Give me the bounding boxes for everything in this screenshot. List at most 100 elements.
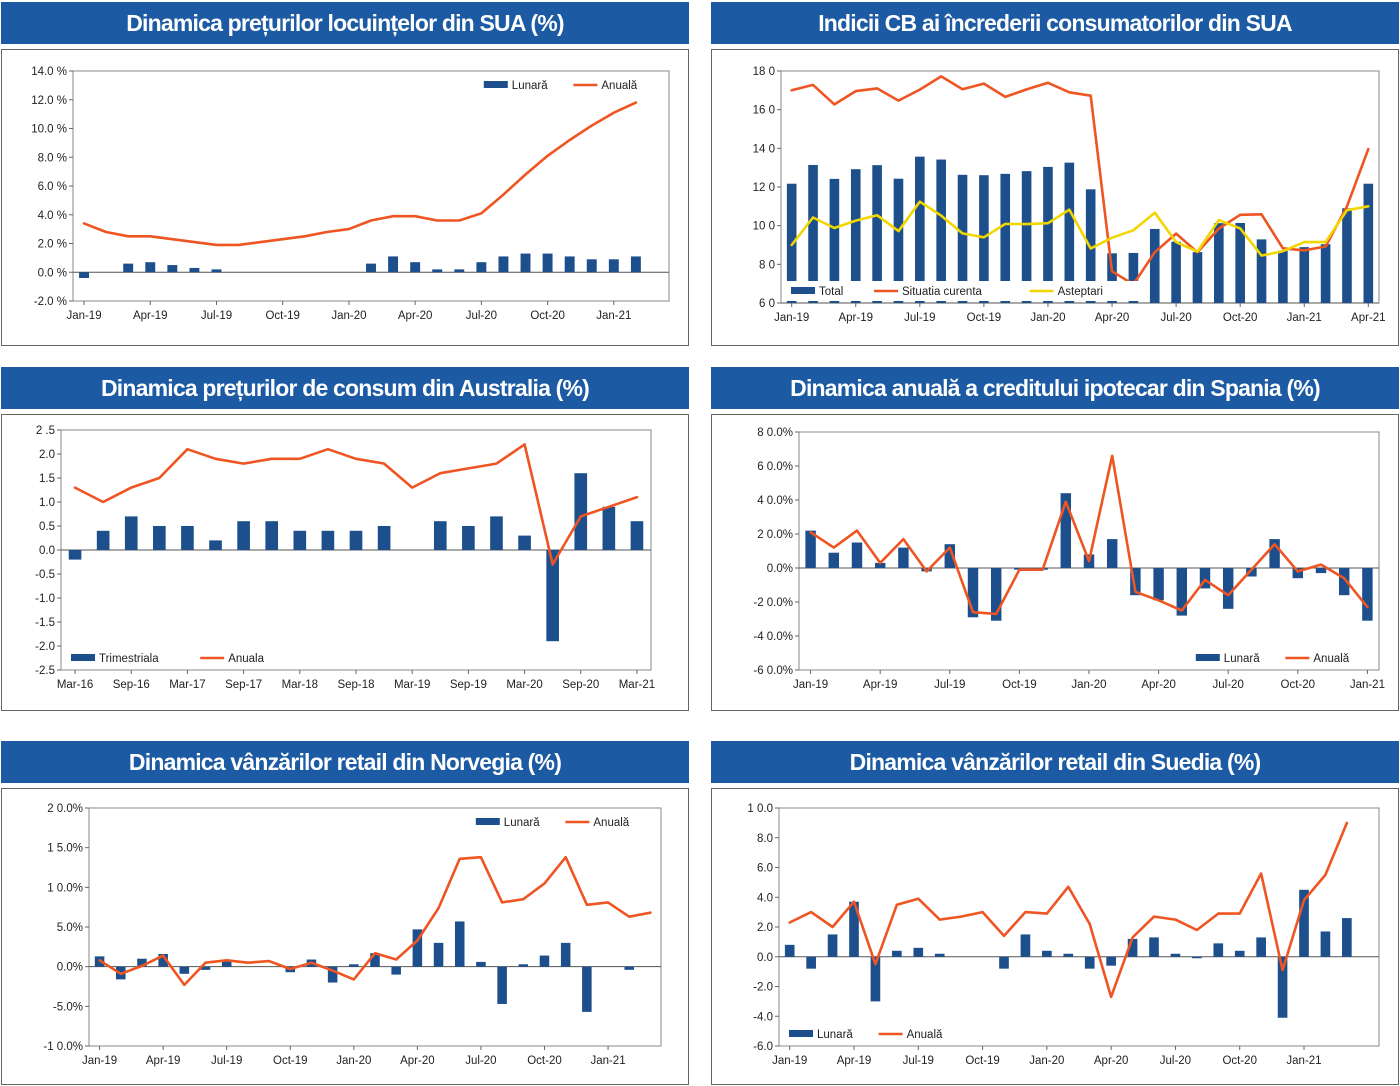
bar: [574, 473, 588, 550]
y-tick-label: -2.0: [35, 641, 55, 653]
bar: [1362, 568, 1373, 621]
bar: [1278, 250, 1288, 303]
y-tick-label: -4.0: [753, 1011, 773, 1023]
plot-area: [780, 70, 1380, 304]
y-tick-label: 1 0.0%: [47, 882, 83, 894]
bar: [1060, 493, 1072, 568]
series-line: [73, 443, 639, 566]
legend: Lunară Anuală: [1195, 653, 1350, 665]
bar: [1000, 173, 1011, 303]
x-tick-label: Mar-21: [619, 679, 655, 691]
x-tick-label: Apr-19: [838, 312, 873, 324]
x-tick-label: Jul-19: [904, 312, 935, 324]
bar: [237, 521, 250, 550]
bar: [1149, 228, 1160, 303]
y-tick-label: 4 0.0%: [757, 495, 793, 507]
x-tick-label: Oct-20: [1222, 1055, 1257, 1067]
legend-label: Anuală: [593, 817, 629, 829]
chart-panel-australia-cpi: Dinamica prețurilor de consum din Austra…: [1, 367, 689, 711]
legend-label: Asteptari: [1058, 286, 1103, 298]
y-tick-label: 14 0: [753, 143, 775, 155]
legend-swatch-bar: [483, 81, 508, 88]
bar: [388, 256, 399, 273]
bar: [1149, 937, 1159, 957]
bar: [498, 256, 509, 273]
y-tick-label: 2.0: [757, 922, 773, 934]
bar: [1128, 252, 1139, 303]
y-tick-label: 6 0: [759, 298, 775, 310]
bar: [1256, 239, 1267, 303]
y-tick-label: 10.0 %: [31, 124, 67, 136]
x-tick-label: Jul-19: [903, 1055, 934, 1067]
bar: [137, 958, 147, 967]
y-tick-label: 1.0: [39, 497, 55, 509]
bar: [564, 256, 575, 273]
bar: [265, 521, 279, 550]
bar: [518, 535, 531, 550]
bar: [1363, 183, 1374, 303]
bar: [1127, 938, 1138, 957]
x-tick-label: Jul-19: [934, 679, 965, 691]
legend-swatch-bar: [71, 654, 95, 661]
chart-title: Dinamica prețurilor de consum din Austra…: [1, 367, 689, 409]
bar: [1269, 539, 1280, 568]
bar: [849, 901, 859, 957]
legend-label: Anuală: [601, 80, 637, 92]
bar: [1153, 568, 1164, 601]
x-tick-label: Jul-19: [211, 1055, 242, 1067]
legend: Lunară Anuală: [483, 80, 638, 92]
x-tick-label: Oct-20: [527, 1055, 562, 1067]
bar: [829, 178, 840, 303]
x-tick-label: Sep-17: [225, 679, 262, 691]
bar: [784, 944, 795, 957]
chart-sweden-retail: -6.0 -4.0 -2.0 0.0 2.0 4.0 6.0 8.0 1 0.0 Jan-19 Ap…: [747, 803, 1380, 1067]
series-line: [809, 454, 1369, 616]
x-tick-label: Apr-21: [1351, 312, 1386, 324]
y-tick-label: 5.0%: [57, 922, 83, 934]
x-tick-label: Jan-21: [590, 1055, 625, 1067]
bar: [893, 178, 904, 303]
series-line: [788, 821, 1349, 999]
x-tick-label: Jan-20: [1029, 1055, 1064, 1067]
x-tick-label: Mar-17: [169, 679, 205, 691]
y-tick-label: 4.0: [757, 892, 773, 904]
x-tick-label: Jan-19: [82, 1055, 117, 1067]
y-tick-label: -5.0%: [53, 1001, 83, 1013]
x-tick-label: Apr-20: [1094, 1055, 1129, 1067]
bar: [542, 253, 553, 273]
bar: [624, 966, 634, 970]
x-tick-label: Apr-20: [400, 1055, 435, 1067]
bar: [602, 506, 616, 550]
bar: [851, 542, 863, 568]
chart-panel-us-consumer-confidence: Indicii CB ai încrederii consumatorilor …: [711, 2, 1399, 346]
bar: [936, 159, 946, 303]
y-tick-label: 8.0 %: [38, 152, 67, 164]
bar: [1299, 247, 1310, 303]
x-tick-label: Jan-21: [1350, 679, 1385, 691]
bar: [1292, 568, 1304, 579]
bar: [410, 262, 421, 273]
bar: [1043, 166, 1053, 303]
y-tick-label: 2 0.0%: [757, 529, 793, 541]
bar: [391, 966, 401, 975]
legend-label: Lunară: [817, 1029, 853, 1041]
bar: [1084, 956, 1095, 969]
bar: [520, 253, 531, 273]
bar: [560, 942, 571, 967]
x-tick-label: Jan-20: [331, 310, 366, 322]
legend: Total Situatia curenta Asteptari: [785, 281, 1141, 301]
bar: [1064, 162, 1075, 303]
legend-swatch-bar: [791, 287, 815, 294]
x-tick-label: Mar-18: [282, 679, 318, 691]
bar: [370, 953, 380, 967]
x-tick-label: Mar-20: [506, 679, 542, 691]
legend: Lunară Anuală: [475, 817, 630, 829]
bar: [1106, 539, 1118, 568]
chart-title: Dinamica vânzărilor retail din Norvegia …: [1, 741, 689, 783]
bar: [805, 530, 816, 568]
bar: [999, 956, 1009, 969]
y-tick-label: -0.5: [35, 569, 55, 581]
bar: [1342, 918, 1352, 957]
x-tick-label: Oct-19: [273, 1055, 308, 1067]
series-line: [98, 855, 652, 987]
